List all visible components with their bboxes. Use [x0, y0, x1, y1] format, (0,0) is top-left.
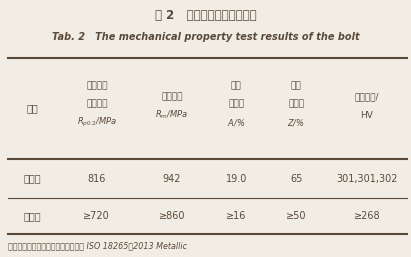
Text: 规定塑性: 规定塑性: [86, 81, 108, 90]
Text: $A$/%: $A$/%: [227, 117, 245, 128]
Text: 延伸强度: 延伸强度: [86, 99, 108, 108]
Text: 维氏硬度/: 维氏硬度/: [355, 93, 379, 102]
Text: 抗拉强度: 抗拉强度: [162, 93, 183, 102]
Text: $R_{p0.2}$/MPa: $R_{p0.2}$/MPa: [76, 116, 117, 129]
Text: 注：维氏硬度标准值根据抗拉强度按 ISO 18265；2013 Metallic: 注：维氏硬度标准值根据抗拉强度按 ISO 18265；2013 Metallic: [8, 242, 187, 251]
Text: 标准值: 标准值: [24, 211, 42, 221]
Text: HV: HV: [360, 111, 374, 120]
Text: 伸长率: 伸长率: [228, 99, 245, 108]
Text: 65: 65: [290, 174, 302, 183]
Text: ≥268: ≥268: [354, 211, 380, 221]
Text: 19.0: 19.0: [226, 174, 247, 183]
Text: ≥50: ≥50: [286, 211, 306, 221]
Text: 实测值: 实测值: [24, 174, 42, 183]
Text: Tab. 2   The mechanical property test results of the bolt: Tab. 2 The mechanical property test resu…: [52, 32, 359, 42]
Text: 项目: 项目: [27, 104, 39, 114]
Text: ≥720: ≥720: [83, 211, 110, 221]
Text: ≥16: ≥16: [226, 211, 247, 221]
Text: 表 2   螺栓力学性能试验结果: 表 2 螺栓力学性能试验结果: [155, 9, 256, 22]
Text: $Z$/%: $Z$/%: [287, 117, 305, 128]
Text: 942: 942: [163, 174, 181, 183]
Text: $R_{\rm m}$/MPa: $R_{\rm m}$/MPa: [155, 109, 189, 121]
Text: 301,301,302: 301,301,302: [336, 174, 398, 183]
Text: 断面: 断面: [291, 81, 302, 90]
Text: ≥860: ≥860: [159, 211, 185, 221]
Text: 816: 816: [88, 174, 106, 183]
Text: 断后: 断后: [231, 81, 242, 90]
Text: 收缩率: 收缩率: [288, 99, 304, 108]
